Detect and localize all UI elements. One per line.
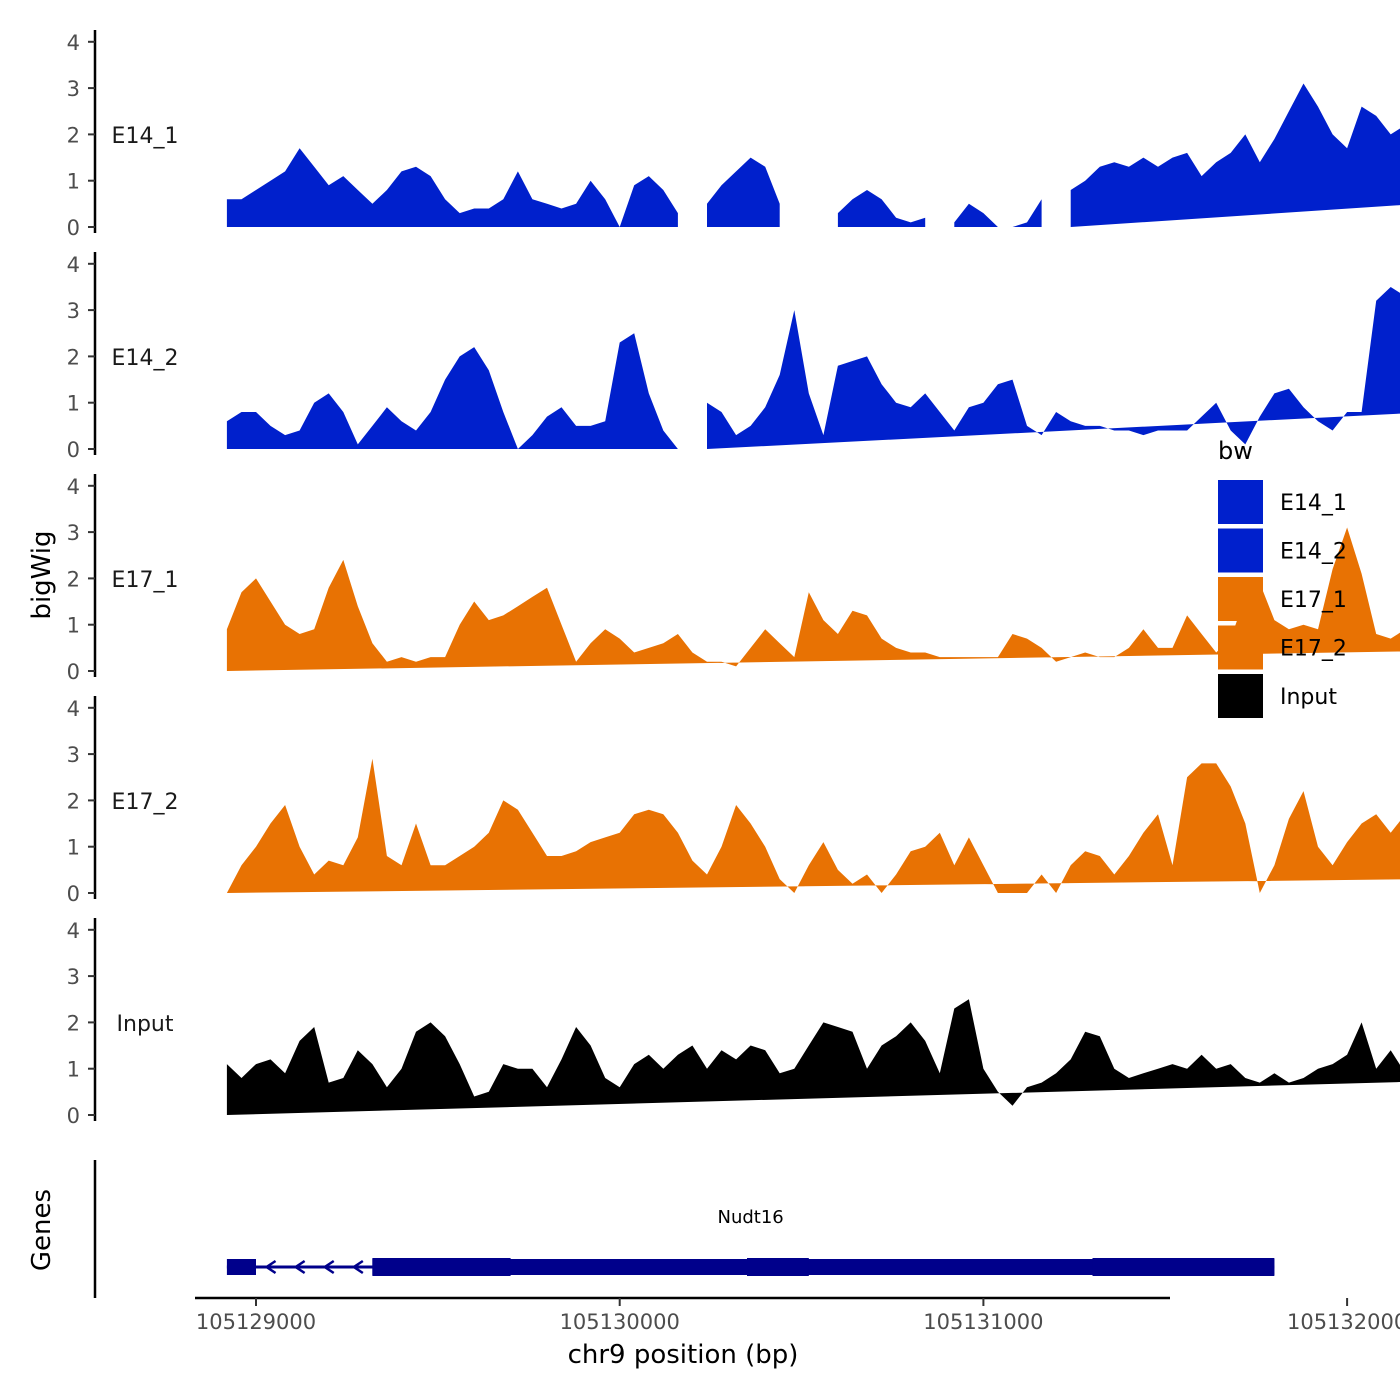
gene-exon-thick — [1092, 1258, 1275, 1276]
coverage-area-e14_2 — [226, 287, 1400, 449]
genes-axis-title: Genes — [27, 1189, 57, 1271]
y-tick-label: 3 — [67, 299, 80, 323]
y-tick-label: 2 — [67, 789, 80, 813]
y-tick-label: 4 — [67, 919, 80, 943]
track-label: E17_2 — [112, 790, 179, 815]
legend-swatch-e17_2 — [1218, 625, 1263, 670]
y-tick-label: 1 — [67, 392, 80, 416]
legend-title: bw — [1218, 437, 1253, 465]
track-panel-e14_1: 0 1 2 3 4 E14_1 — [67, 30, 1400, 240]
y-tick-label: 4 — [67, 31, 80, 55]
y-tick-label: 4 — [67, 253, 80, 277]
y-tick-label: 2 — [67, 345, 80, 369]
y-tick-label: 0 — [67, 438, 80, 462]
y-tick-label: 2 — [67, 123, 80, 147]
x-tick-label: 105130000 — [560, 1310, 680, 1334]
gene-exon-thick — [372, 1258, 511, 1276]
y-tick-label: 3 — [67, 743, 80, 767]
track-panel-e17_1: 0 1 2 3 4 E17_1 — [67, 474, 1400, 684]
legend-label: E17_1 — [1280, 588, 1347, 613]
coverage-area-e14_1 — [226, 83, 1400, 227]
strand-arrow — [351, 1259, 364, 1275]
legend-label: Input — [1280, 685, 1337, 710]
gene-exon — [372, 1259, 1275, 1275]
legend-swatch-e14_1 — [1218, 480, 1263, 524]
y-tick-label: 0 — [67, 216, 80, 240]
y-tick-label: 3 — [67, 521, 80, 545]
gene-exon-thick — [746, 1258, 809, 1276]
track-panel-e14_2: 0 1 2 3 4 E14_2 — [67, 252, 1400, 462]
strand-arrow — [264, 1259, 277, 1275]
track-label: E17_1 — [112, 568, 179, 593]
x-tick-label: 105129000 — [196, 1310, 316, 1334]
track-panel-input: 0 1 2 3 4 Input — [67, 918, 1400, 1128]
legend-swatch-e17_1 — [1218, 577, 1263, 621]
y-tick-label: 1 — [67, 614, 80, 638]
legend: bw E14_1 E14_2 E17_1 E17_2 Input — [1218, 437, 1347, 718]
x-tick-label: 105131000 — [923, 1310, 1043, 1334]
gene-nudt16: Nudt16 — [226, 1207, 1275, 1276]
gene-exon — [226, 1259, 256, 1275]
y-axis-title: bigWig — [27, 530, 57, 619]
gene-label: Nudt16 — [717, 1207, 783, 1228]
x-tick-label: 105132000 — [1287, 1310, 1400, 1334]
coverage-area-e17_1 — [226, 527, 1400, 671]
y-tick-label: 4 — [67, 475, 80, 499]
y-tick-label: 1 — [67, 1058, 80, 1082]
legend-label: E14_2 — [1280, 540, 1347, 565]
y-tick-label: 4 — [67, 697, 80, 721]
y-tick-label: 1 — [67, 170, 80, 194]
legend-swatch-input — [1218, 674, 1263, 718]
y-tick-label: 0 — [67, 1104, 80, 1128]
y-tick-label: 0 — [67, 660, 80, 684]
coverage-area-input — [226, 999, 1400, 1115]
track-label: Input — [117, 1012, 174, 1037]
y-tick-label: 2 — [67, 567, 80, 591]
track-label: E14_2 — [112, 346, 179, 371]
y-tick-label: 1 — [67, 836, 80, 860]
strand-arrow — [293, 1259, 306, 1275]
legend-label: E14_1 — [1280, 491, 1347, 516]
strand-arrow — [322, 1259, 335, 1275]
coverage-area-e17_2 — [226, 758, 1400, 893]
track-panel-e17_2: 0 1 2 3 4 E17_2 — [67, 696, 1400, 906]
y-tick-label: 3 — [67, 965, 80, 989]
y-tick-label: 0 — [67, 882, 80, 906]
y-tick-label: 3 — [67, 77, 80, 101]
x-axis-title: chr9 position (bp) — [568, 1340, 799, 1370]
legend-label: E17_2 — [1280, 637, 1347, 662]
legend-swatch-e14_2 — [1218, 528, 1263, 573]
track-label: E14_1 — [112, 124, 179, 149]
y-tick-label: 2 — [67, 1011, 80, 1035]
